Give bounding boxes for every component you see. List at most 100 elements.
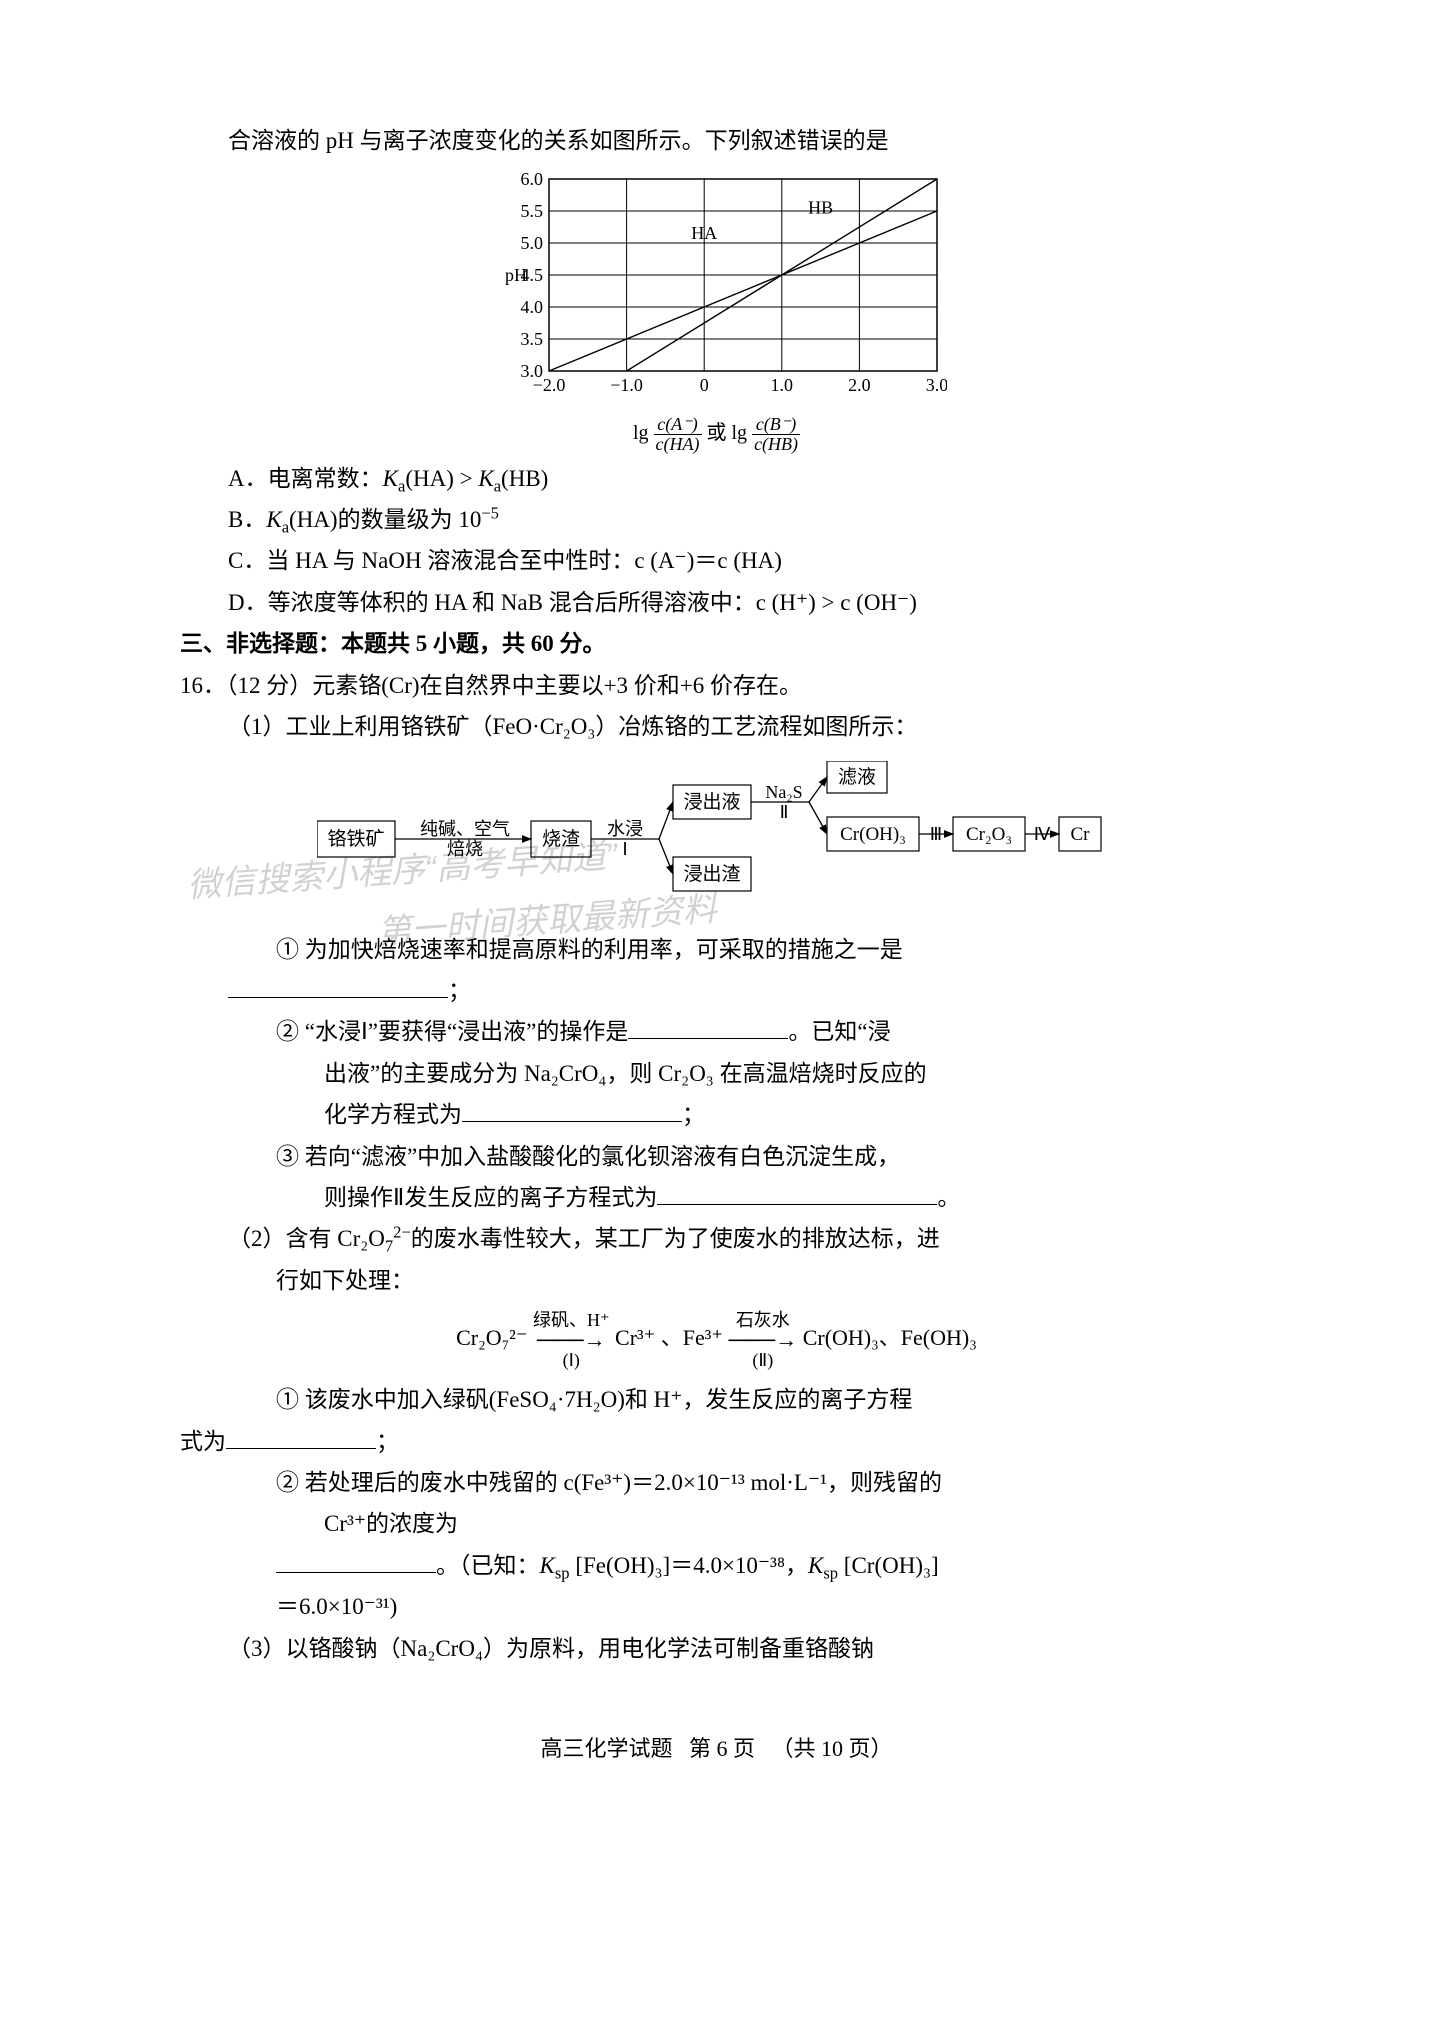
ksp-k1: K: [540, 1553, 555, 1578]
arrow1-bot: (Ⅰ): [533, 1351, 610, 1369]
svg-text:Ⅰ: Ⅰ: [622, 839, 627, 859]
svg-text:纯碱、空气: 纯碱、空气: [420, 819, 510, 839]
ksp-sp2: sp: [823, 1563, 838, 1582]
option-c: C．当 HA 与 NaOH 溶液混合至中性时：c (A⁻)＝c (HA): [180, 540, 1253, 581]
ph-chart: −2.0−1.001.02.03.03.03.54.04.55.05.56.0p…: [180, 169, 1253, 453]
frac-1: c(A⁻) c(HA): [654, 415, 702, 454]
opt-c-txt: C．当 HA 与 NaOH 溶液混合至中性时：c (A⁻)＝c (HA): [228, 548, 782, 573]
ksp-sp1: sp: [555, 1563, 570, 1582]
ksp-k2: K: [808, 1553, 823, 1578]
q16-1-2-d: 化学方程式为；: [180, 1094, 1253, 1135]
q16-1-3-b: 则操作Ⅱ发生反应的离子方程式为 。: [180, 1177, 1253, 1218]
xlabel-or: 或 lg: [707, 422, 753, 444]
frac1-den: c(HA): [654, 435, 702, 454]
svg-text:2.0: 2.0: [848, 375, 871, 395]
svg-text:浸出液: 浸出液: [683, 791, 740, 813]
reaction-arrow-2: 石灰水 ───→ (Ⅱ): [728, 1311, 797, 1369]
arrow2-mid: ───→: [728, 1329, 797, 1351]
svg-text:0: 0: [699, 375, 708, 395]
flow-svg: 铬铁矿纯碱、空气焙烧烧渣水浸Ⅰ浸出液浸出渣Na₂SⅡ滤液Cr(OH)₃ⅢCr₂O…: [317, 761, 1117, 901]
section-3-title: 三、非选择题：本题共 5 小题，共 60 分。: [180, 623, 1253, 664]
q16-1-2b-txt: 。已知“浸: [788, 1019, 890, 1044]
lg-label-1: lg: [633, 422, 649, 444]
q16-1-1-blank: ；: [180, 970, 1253, 1011]
svg-text:滤液: 滤液: [837, 766, 875, 788]
svg-text:水浸: 水浸: [607, 819, 643, 839]
opt-a-txt1: (HA) >: [405, 466, 478, 491]
svg-text:5.0: 5.0: [520, 233, 543, 253]
svg-text:HB: HB: [808, 198, 833, 218]
q16-1-1-tail: ；: [448, 978, 471, 1003]
svg-text:Cr₂O₃: Cr₂O₃: [966, 824, 1012, 845]
svg-text:pH: pH: [505, 265, 527, 285]
footer-left: 高三化学试题: [540, 1736, 672, 1761]
q16-1-1: ① 为加快焙烧速率和提高原料的利用率，可采取的措施之一是: [180, 929, 1253, 970]
chart-xlabel: lg c(A⁻) c(HA) 或 lg c(B⁻) c(HB): [487, 415, 947, 454]
q16-1-3c-txt: 。: [937, 1185, 960, 1210]
opt-a-k2: K: [478, 466, 493, 491]
q16-2-1c-txt: ；: [376, 1429, 399, 1454]
q16-p2a: （2）含有 Cr₂O: [228, 1226, 385, 1251]
q16-1-3b-txt: 则操作Ⅱ发生反应的离子方程式为: [324, 1185, 657, 1210]
q16-1-2-a: ② “水浸Ⅰ”要获得“浸出液”的操作是 。已知“浸: [180, 1011, 1253, 1052]
svg-text:3.0: 3.0: [520, 361, 543, 381]
ph-chart-svg: −2.0−1.001.02.03.03.03.54.04.55.05.56.0p…: [487, 169, 947, 399]
svg-text:5.5: 5.5: [520, 201, 543, 221]
opt-a-txt2: (HB): [501, 466, 548, 491]
q16-2-2-d: ＝6.0×10⁻³¹): [180, 1586, 1253, 1627]
q16-1-1-txt: ① 为加快焙烧速率和提高原料的利用率，可采取的措施之一是: [276, 937, 903, 962]
blank-5: [226, 1423, 376, 1448]
frac2-num: c(B⁻): [752, 415, 800, 435]
opt-b-exp: −5: [481, 503, 499, 522]
svg-text:浸出渣: 浸出渣: [683, 863, 740, 885]
reaction-arrow-1: 绿矾、H⁺ ───→ (Ⅰ): [533, 1311, 610, 1369]
process-flowchart: 铬铁矿纯碱、空气焙烧烧渣水浸Ⅰ浸出液浸出渣Na₂SⅡ滤液Cr(OH)₃ⅢCr₂O…: [180, 761, 1253, 914]
frac2-den: c(HB): [752, 435, 800, 454]
opt-b-pre: B．: [228, 507, 266, 532]
opt-a-k1: K: [383, 466, 398, 491]
frac1-num: c(A⁻): [654, 415, 702, 435]
svg-text:焙烧: 焙烧: [447, 839, 483, 859]
svg-text:Ⅱ: Ⅱ: [779, 802, 788, 822]
svg-text:6.0: 6.0: [520, 169, 543, 189]
option-b: B．Ka(HA)的数量级为 10−5: [180, 499, 1253, 540]
q16-2-1b-txt: 式为: [180, 1429, 226, 1454]
arrow2-bot: (Ⅱ): [728, 1351, 797, 1369]
opt-d-txt: D．等浓度等体积的 HA 和 NaB 混合后所得溶液中：c (H⁺) > c (…: [228, 590, 917, 615]
blank-4: [657, 1180, 937, 1205]
q16-p3: （3）以铬酸钠（Na₂CrO₄）为原料，用电化学法可制备重铬酸钠: [180, 1628, 1253, 1669]
svg-text:HA: HA: [691, 223, 717, 243]
svg-text:3.5: 3.5: [520, 329, 543, 349]
svg-text:Cr(OH)₃: Cr(OH)₃: [840, 824, 906, 845]
svg-text:铬铁矿: 铬铁矿: [327, 828, 384, 850]
blank-1: [228, 973, 448, 998]
q16-1-2-c: 出液”的主要成分为 Na₂CrO₄，则 Cr₂O₃ 在高温焙烧时反应的: [180, 1053, 1253, 1094]
ksp-mid2: [Cr(OH)₃]: [838, 1553, 939, 1578]
option-a: A．电离常数：Ka(HA) > Ka(HB): [180, 458, 1253, 499]
footer-mid: 第 6 页: [689, 1736, 755, 1761]
blank-6: [276, 1547, 436, 1572]
svg-text:−1.0: −1.0: [610, 375, 643, 395]
ksp-mid1: [Fe(OH)₃]＝4.0×10⁻³⁸，: [570, 1553, 808, 1578]
reaction-left: Cr₂O₇²⁻: [456, 1325, 527, 1350]
opt-b-sub: a: [282, 518, 289, 537]
q16-2-1-a: ① 该废水中加入绿矾(FeSO₄·7H₂O)和 H⁺，发生反应的离子方程: [180, 1379, 1253, 1420]
q16-1-2a-txt: ② “水浸Ⅰ”要获得“浸出液”的操作是: [276, 1019, 628, 1044]
svg-text:Cr: Cr: [1070, 824, 1090, 845]
frac-2: c(B⁻) c(HB): [752, 415, 800, 454]
q16-p2b: 的废水毒性较大，某工厂为了使废水的排放达标，进: [411, 1226, 940, 1251]
q16-2-2-c: 。（已知：Ksp [Fe(OH)₃]＝4.0×10⁻³⁸，Ksp [Cr(OH)…: [180, 1545, 1253, 1586]
q16-2-2c-pre: 。（已知：: [436, 1553, 540, 1578]
q16-2-1-b: 式为 ；: [180, 1421, 1253, 1462]
q16-head: 16．（12 分）元素铬(Cr)在自然界中主要以+3 价和+6 价存在。: [180, 665, 1253, 706]
q16-p2-sup: 2−: [393, 1223, 411, 1242]
footer-right: （共 10 页）: [772, 1736, 893, 1761]
blank-3: [462, 1097, 682, 1122]
arrow1-mid: ───→: [533, 1329, 610, 1351]
q16-1-2d-txt: 化学方程式为: [324, 1102, 462, 1127]
blank-2: [628, 1014, 788, 1039]
question-continuation: 合溶液的 pH 与离子浓度变化的关系如图所示。下列叙述错误的是: [180, 120, 1253, 161]
svg-text:1.0: 1.0: [770, 375, 793, 395]
option-d: D．等浓度等体积的 HA 和 NaB 混合后所得溶液中：c (H⁺) > c (…: [180, 582, 1253, 623]
q16-p2-sub: 7: [385, 1237, 393, 1256]
